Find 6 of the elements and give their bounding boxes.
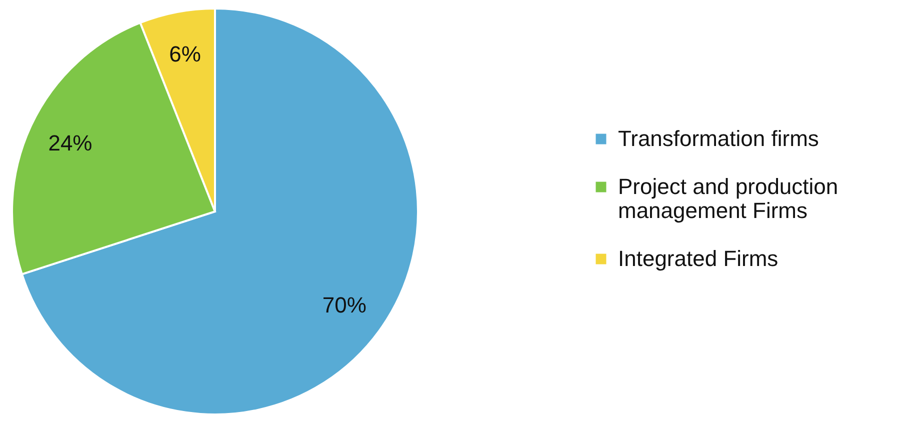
data-label: 70% bbox=[322, 292, 366, 318]
legend-label: Transformation firms bbox=[618, 126, 819, 151]
legend-label: Project and production management Firms bbox=[618, 174, 838, 223]
data-label: 24% bbox=[48, 130, 92, 156]
data-label: 6% bbox=[169, 41, 201, 66]
legend-label: Integrated Firms bbox=[618, 246, 778, 271]
